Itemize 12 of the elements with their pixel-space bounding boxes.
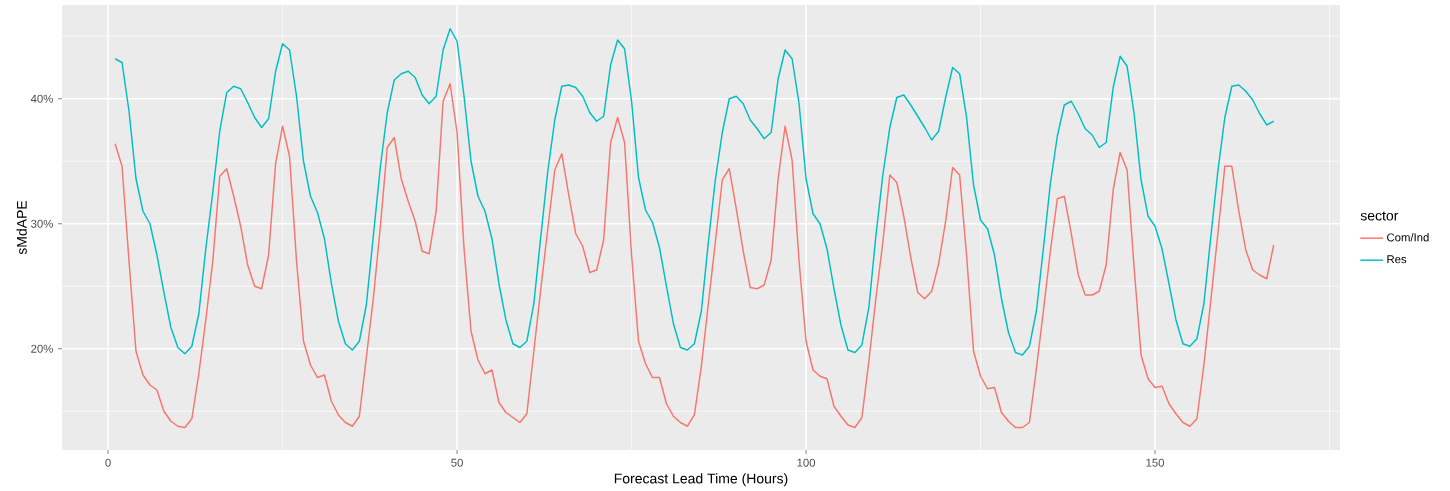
x-tick-label: 0 [105,458,111,467]
y-tick-label: 30% [31,219,53,228]
x-tick-label: 150 [1146,458,1165,467]
y-tick-label: 40% [30,94,53,103]
x-tick-label: 50 [451,458,463,467]
legend-title: sector [1360,211,1399,221]
legend-label: Res [1387,255,1407,264]
legend-label: Com/Ind [1387,233,1429,242]
y-tick-label: 20% [31,344,53,353]
x-tick-label: 100 [797,458,816,467]
x-axis-title: Forecast Lead Time (Hours) [614,473,788,487]
y-axis-title: sMdAPE [16,200,27,255]
